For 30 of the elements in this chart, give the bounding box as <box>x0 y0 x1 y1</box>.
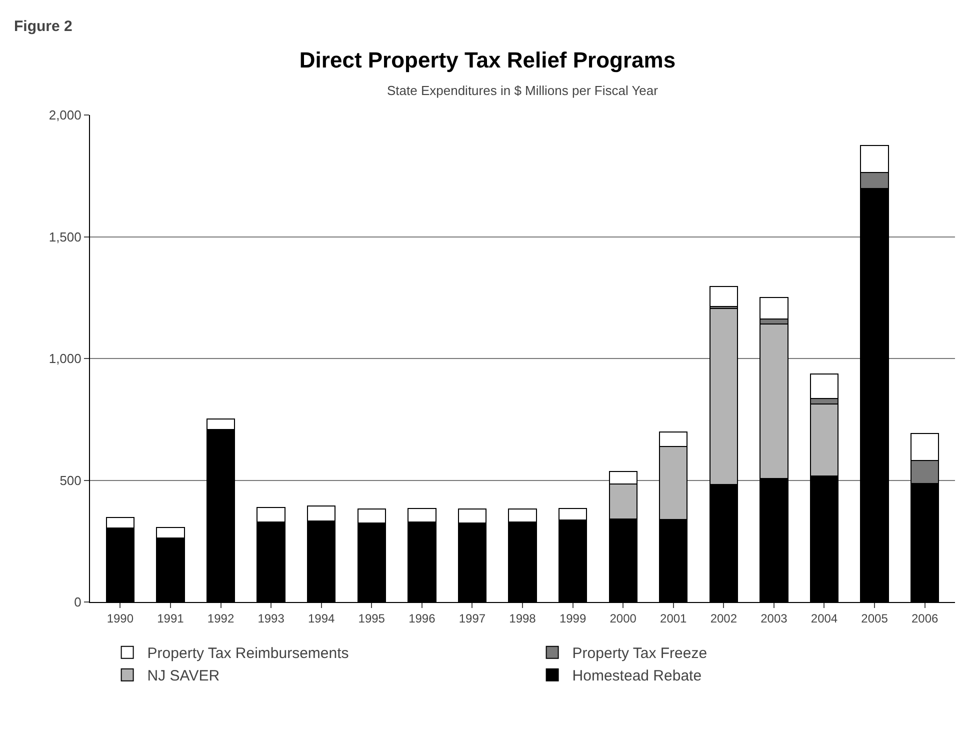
x-tick-label: 1993 <box>258 611 285 626</box>
legend-label: NJ SAVER <box>147 668 220 685</box>
y-tick-label: 2,000 <box>48 108 82 123</box>
x-tick-label: 2003 <box>760 611 788 626</box>
bar <box>709 286 738 308</box>
x-tick-label: 1991 <box>157 611 184 626</box>
x-tick-label: 1995 <box>358 611 386 626</box>
x-tick-label: 2006 <box>911 611 938 626</box>
x-tick-label: 2002 <box>710 611 738 626</box>
x-tick-label: 2005 <box>861 611 888 626</box>
y-tick-label: 1,500 <box>48 229 82 244</box>
x-tick-label: 1996 <box>408 611 436 626</box>
x-tick-label: 1997 <box>458 611 486 626</box>
legend-label: Property Tax Reimbursements <box>147 645 349 662</box>
y-tick-label: 0 <box>74 594 82 610</box>
chart-subtitle: State Expenditures in $ Millions per Fiscal Year <box>387 83 659 98</box>
x-tick-label: 1990 <box>106 611 134 626</box>
x-tick-label: 2001 <box>660 611 688 626</box>
chart-title: Direct Property Tax Relief Programs <box>299 47 676 72</box>
x-tick-label: 1998 <box>509 611 536 626</box>
x-tick-label: 2000 <box>610 611 637 626</box>
y-tick-label: 1,000 <box>48 351 82 366</box>
x-tick-label: 1999 <box>559 611 586 626</box>
x-tick-label: 1992 <box>207 611 234 626</box>
x-tick-label: 2004 <box>810 611 838 626</box>
y-tick-label: 500 <box>60 472 82 488</box>
legend-label: Property Tax Freeze <box>572 645 708 662</box>
legend-label: Homestead Rebate <box>572 668 702 685</box>
caption: Figure 2 <box>14 18 72 35</box>
x-tick-label: 1994 <box>308 611 336 626</box>
